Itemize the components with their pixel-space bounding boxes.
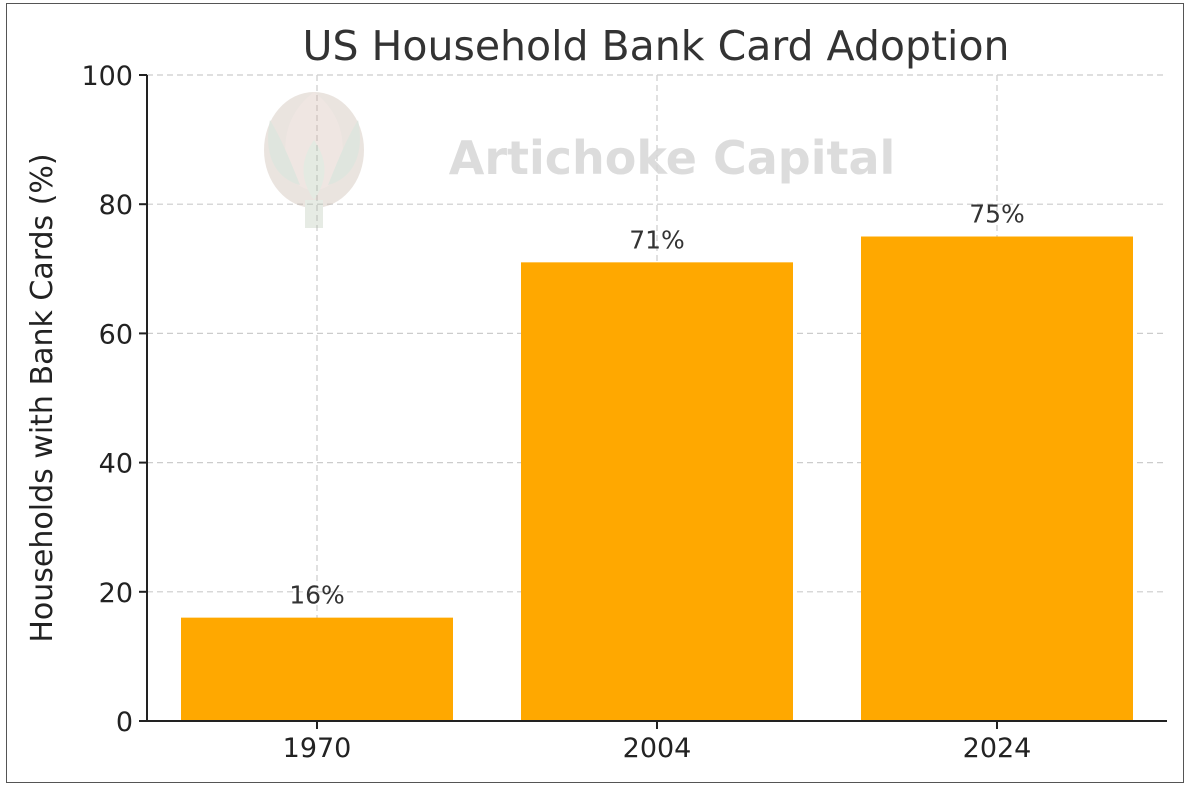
bar-data-label: 16% [289, 581, 345, 610]
y-tick-label: 100 [81, 61, 133, 92]
bars: 16% 71% 75% [181, 200, 1133, 721]
artichoke-logo-icon [264, 92, 364, 228]
y-tick-label: 20 [99, 578, 133, 609]
y-tick-label: 40 [99, 449, 133, 480]
chart-title: US Household Bank Card Adoption [302, 22, 1009, 70]
bar-2004 [521, 262, 793, 721]
x-tick-label: 1970 [283, 733, 352, 764]
y-axis-title: Households with Bank Cards (%) [25, 153, 60, 642]
bar-2024 [861, 236, 1133, 721]
bar-1970 [181, 617, 453, 721]
axes: 0 20 40 60 80 100 1970 2004 2024 [81, 61, 1167, 764]
y-tick-label: 0 [116, 707, 133, 738]
chart-frame [6, 3, 1184, 783]
watermark-text: Artichoke Capital [449, 131, 896, 185]
y-tick-label: 60 [99, 319, 133, 350]
bar-data-label: 75% [969, 200, 1025, 229]
bar-data-label: 71% [629, 225, 685, 254]
watermark: Artichoke Capital [264, 92, 895, 228]
y-tick-label: 80 [99, 190, 133, 221]
x-tick-label: 2004 [623, 733, 692, 764]
x-tick-label: 2024 [963, 733, 1032, 764]
